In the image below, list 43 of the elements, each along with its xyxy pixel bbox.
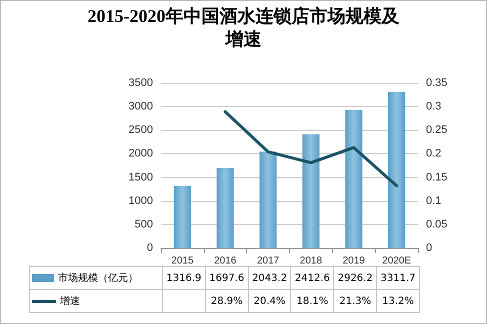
data-label: 20.4% xyxy=(248,290,291,312)
bar xyxy=(302,134,320,248)
data-label: 1316.9 xyxy=(162,266,206,290)
data-label: 18.1% xyxy=(290,290,334,312)
x-tick-label: 2020E xyxy=(382,256,412,266)
chart-title: 2015-2020年中国酒水连锁店市场规模及增速 xyxy=(86,5,400,51)
line-series xyxy=(224,110,398,188)
data-label: 2926.2 xyxy=(334,266,377,290)
bar xyxy=(174,186,191,248)
x-tick-label: 2015 xyxy=(171,256,194,266)
data-label: 13.2% xyxy=(376,290,420,312)
y-tick-label: 3500 xyxy=(128,77,153,89)
x-tick-label: 2018 xyxy=(300,256,322,266)
legend-label: 市场规模（亿元） xyxy=(58,273,138,284)
bar xyxy=(388,92,406,248)
data-label: 3311.7 xyxy=(376,266,420,290)
y2-tick-label: 0.05 xyxy=(426,218,448,230)
x-tick-label: 2016 xyxy=(214,256,237,266)
y2-tick-label: 0.1 xyxy=(426,194,442,207)
y-tick-label: 3000 xyxy=(128,100,153,113)
y-tick-label: 2500 xyxy=(128,124,153,136)
x-tick-label: 2017 xyxy=(256,256,280,266)
bar xyxy=(260,152,277,248)
data-label: 21.3% xyxy=(334,290,377,312)
data-label: 2043.2 xyxy=(248,266,291,290)
bar xyxy=(216,168,234,248)
y2-tick-label: 0.15 xyxy=(426,171,448,184)
y-tick-label: 1500 xyxy=(128,171,153,184)
bar xyxy=(345,110,362,248)
y2-tick-label: 0.35 xyxy=(426,77,448,89)
x-tick-label: 2019 xyxy=(342,256,366,266)
data-label: 2412.6 xyxy=(290,266,334,290)
y2-tick-label: 0.3 xyxy=(426,100,442,113)
y2-tick-label: 0.2 xyxy=(426,148,442,160)
y2-tick-label: 0.25 xyxy=(426,124,448,136)
y-tick-label: 0 xyxy=(146,242,153,254)
data-label: 28.9% xyxy=(205,290,248,312)
y-tick-label: 500 xyxy=(134,218,153,230)
y-tick-label: 1000 xyxy=(128,194,153,207)
legend-label: 增速 xyxy=(60,296,80,307)
data-label: 1697.6 xyxy=(205,266,248,290)
y2-tick-label: 0 xyxy=(426,242,432,254)
y-tick-label: 2000 xyxy=(128,148,153,160)
